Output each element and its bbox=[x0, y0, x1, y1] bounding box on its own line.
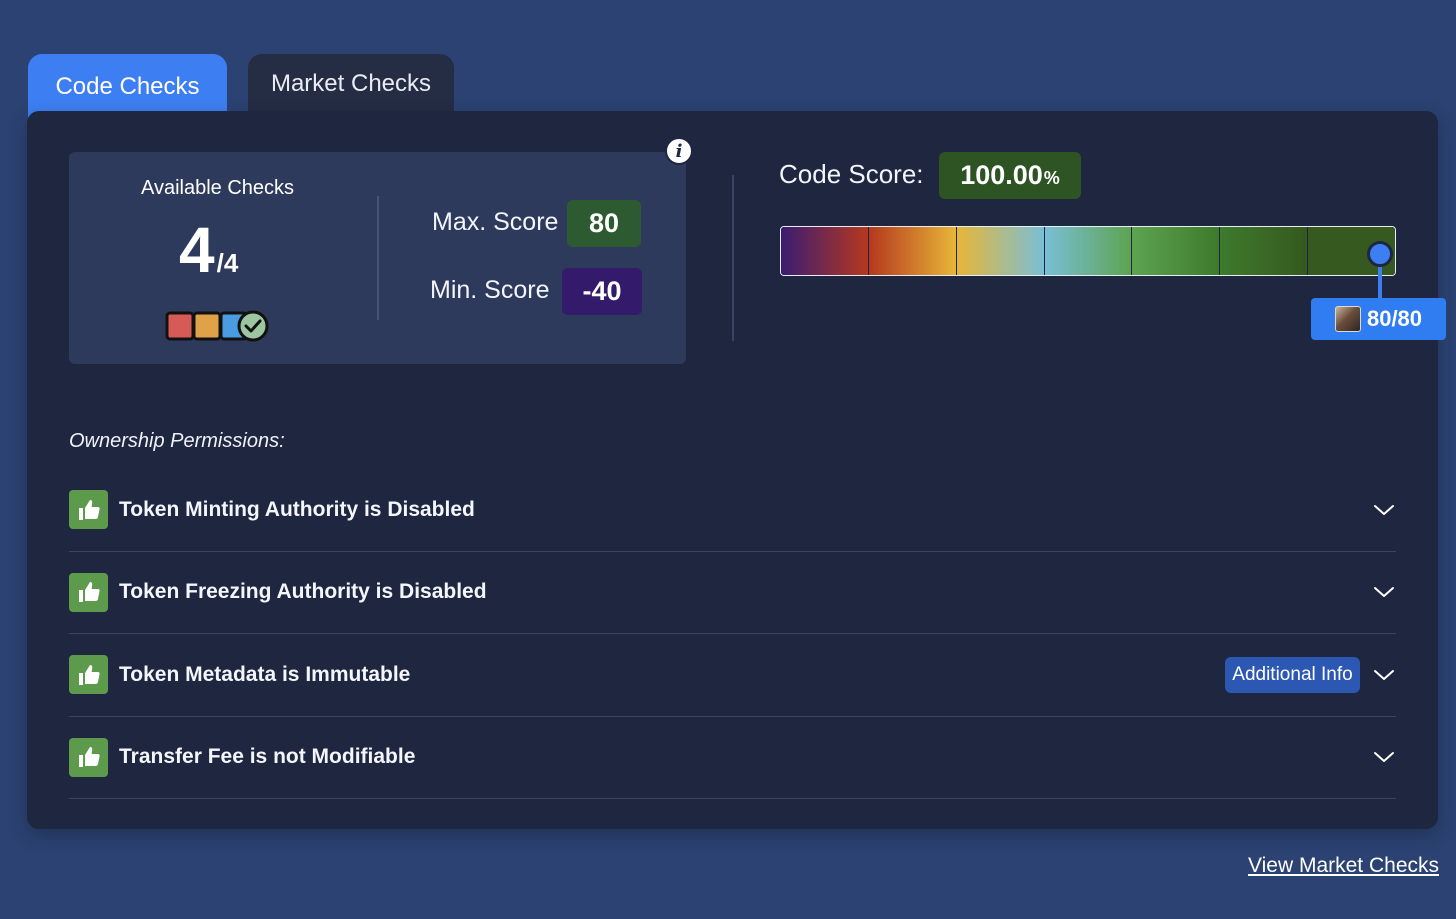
score-scale-bar bbox=[780, 226, 1396, 276]
view-market-checks-link[interactable]: View Market Checks bbox=[1247, 854, 1439, 877]
list-item[interactable]: Token Metadata is Immutable Additional I… bbox=[69, 634, 1396, 717]
divider bbox=[377, 196, 379, 320]
available-checks-title: Available Checks bbox=[140, 177, 295, 199]
check-label: Transfer Fee is not Modifiable bbox=[119, 745, 416, 769]
code-score-unit: % bbox=[1043, 168, 1060, 188]
score-marker-line bbox=[1378, 261, 1382, 299]
checks-status-icon bbox=[165, 310, 269, 342]
score-scale-segment bbox=[781, 227, 869, 275]
chevron-down-icon[interactable] bbox=[1372, 584, 1396, 600]
additional-info-button[interactable]: Additional Info bbox=[1225, 656, 1360, 693]
score-scale-segment bbox=[1044, 227, 1133, 275]
chevron-down-icon[interactable] bbox=[1372, 502, 1396, 518]
list-item[interactable]: Token Minting Authority is Disabled bbox=[69, 469, 1396, 552]
thumbs-up-icon bbox=[69, 572, 108, 612]
score-marker-dot bbox=[1367, 241, 1393, 267]
score-marker-badge: 80/80 bbox=[1311, 298, 1446, 340]
tab-market-checks[interactable]: Market Checks bbox=[248, 54, 454, 114]
max-score-label: Max. Score bbox=[432, 208, 559, 236]
score-scale-segment bbox=[1132, 227, 1221, 275]
checks-total: /4 bbox=[216, 248, 239, 278]
score-scale-segment bbox=[956, 227, 1045, 275]
score-scale-segment bbox=[868, 227, 957, 275]
info-icon[interactable]: i bbox=[665, 137, 693, 165]
ownership-permissions-title: Ownership Permissions: bbox=[69, 430, 285, 452]
chevron-down-icon[interactable] bbox=[1372, 667, 1396, 683]
check-label: Token Minting Authority is Disabled bbox=[119, 497, 475, 521]
check-label: Token Freezing Authority is Disabled bbox=[119, 580, 487, 604]
chevron-down-icon[interactable] bbox=[1372, 749, 1396, 765]
check-label: Token Metadata is Immutable bbox=[119, 662, 411, 686]
avatar bbox=[1334, 306, 1361, 332]
ownership-permissions-list: Token Minting Authority is Disabled Toke… bbox=[69, 469, 1396, 799]
checks-passed: 4 bbox=[179, 214, 215, 286]
thumbs-up-icon bbox=[69, 655, 108, 695]
code-score-badge: 100.00 % bbox=[939, 152, 1081, 199]
tab-code-checks[interactable]: Code Checks bbox=[28, 54, 227, 120]
divider bbox=[732, 175, 734, 341]
min-score-badge: -40 bbox=[562, 268, 642, 315]
available-checks-box: Available Checks 4 /4 Max. Score 80 Min.… bbox=[69, 152, 686, 364]
code-checks-panel: Available Checks 4 /4 Max. Score 80 Min.… bbox=[27, 111, 1446, 829]
code-score-label: Code Score: bbox=[779, 159, 924, 189]
min-score-label: Min. Score bbox=[430, 276, 550, 304]
score-scale-segment bbox=[1220, 227, 1309, 275]
code-score-value: 100.00 bbox=[960, 160, 1043, 190]
list-item[interactable]: Token Freezing Authority is Disabled bbox=[69, 552, 1396, 634]
thumbs-up-icon bbox=[69, 490, 108, 530]
max-score-badge: 80 bbox=[567, 200, 641, 247]
available-checks-count: 4 /4 bbox=[179, 218, 238, 282]
thumbs-up-icon bbox=[69, 737, 108, 777]
score-marker-text: 80/80 bbox=[1366, 306, 1423, 331]
list-item[interactable]: Transfer Fee is not Modifiable bbox=[69, 717, 1396, 799]
